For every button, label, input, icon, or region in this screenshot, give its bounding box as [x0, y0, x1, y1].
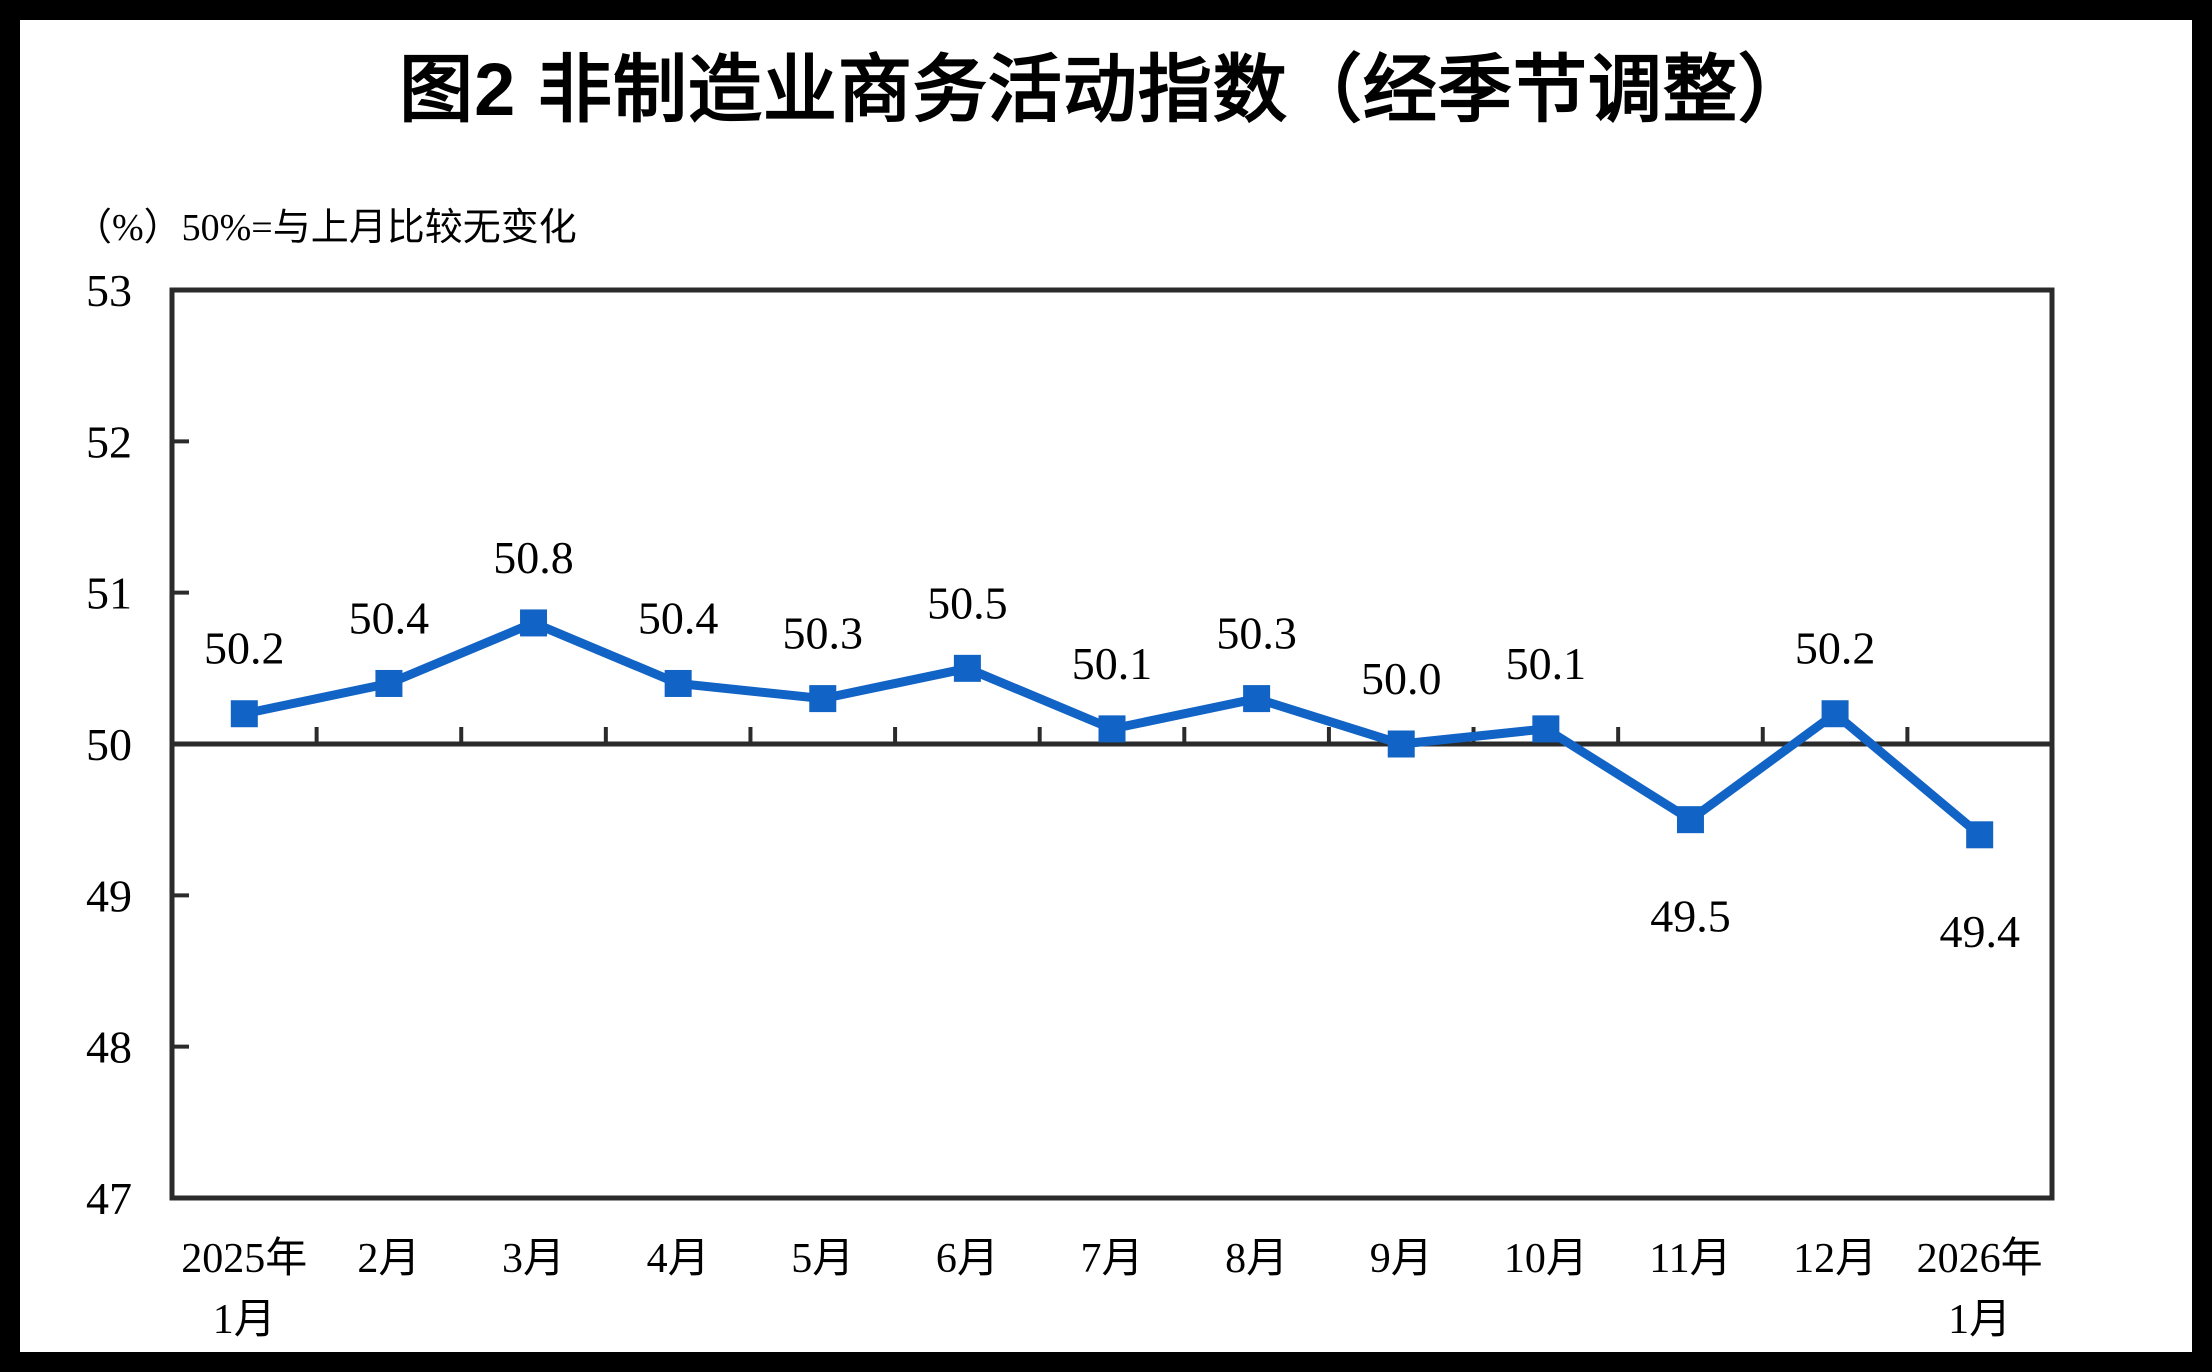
- data-point-label: 50.4: [638, 592, 719, 643]
- data-point-marker: [1387, 730, 1415, 758]
- baseline-axis: [172, 727, 2052, 747]
- data-point-label: 50.0: [1361, 653, 1442, 704]
- y-axis-label: 48: [86, 1022, 132, 1073]
- data-point-marker: [1098, 715, 1126, 743]
- y-axis: 53 52 51 50 49 48 47: [86, 265, 189, 1224]
- y-axis-label: 51: [86, 568, 132, 619]
- series-points: 50.2 50.4 50.8 50.4 50.3 50.5 50.1 50.3 50.0 50.1…: [204, 532, 2020, 957]
- y-axis-label: 53: [86, 265, 132, 316]
- x-axis: 2025年 1月 2月 3月 4月 5月 6月 7月 8月 9月 10月 11月 12月 2026年 1月: [181, 1235, 2042, 1343]
- x-axis-label: 2025年: [181, 1235, 307, 1282]
- data-point-label: 50.1: [1506, 638, 1587, 689]
- x-axis-label: 8月: [1225, 1236, 1288, 1282]
- data-point-marker: [1821, 700, 1849, 728]
- data-point-marker: [1676, 806, 1704, 834]
- data-point-marker: [1243, 685, 1271, 713]
- data-point-label: 50.3: [783, 608, 864, 659]
- x-axis-label: 11月: [1649, 1236, 1731, 1282]
- x-axis-label: 7月: [1080, 1236, 1143, 1282]
- data-point-marker: [953, 654, 981, 682]
- x-axis-label: 1月: [1948, 1297, 2011, 1343]
- y-axis-label: 49: [86, 870, 132, 921]
- x-axis-label: 5月: [791, 1236, 854, 1282]
- data-point-label: 50.3: [1216, 608, 1297, 659]
- x-axis-label: 1月: [213, 1297, 276, 1343]
- data-point-label: 50.4: [349, 592, 430, 643]
- x-axis-label: 2月: [357, 1236, 420, 1282]
- data-point-marker: [1532, 715, 1560, 743]
- x-axis-label: 4月: [647, 1236, 710, 1282]
- chart-title: 图2 非制造业商务活动指数（经季节调整）: [399, 48, 1813, 131]
- x-axis-label: 10月: [1504, 1236, 1588, 1282]
- data-point-label: 50.5: [927, 577, 1008, 628]
- data-point-label: 50.2: [1795, 623, 1876, 674]
- data-point-label: 50.8: [493, 532, 574, 583]
- data-point-marker: [230, 700, 258, 728]
- data-point-marker: [809, 685, 837, 713]
- data-point-label: 50.2: [204, 623, 285, 674]
- y-axis-label: 50: [86, 719, 132, 770]
- x-axis-label: 12月: [1793, 1236, 1877, 1282]
- axis-unit-note: （%）50%=与上月比较无变化: [74, 207, 577, 249]
- data-point-marker: [1966, 821, 1994, 849]
- data-point-label: 49.4: [1939, 906, 2020, 957]
- x-axis-label: 6月: [936, 1236, 999, 1282]
- y-axis-label: 52: [86, 416, 132, 467]
- data-point-marker: [664, 669, 692, 697]
- x-axis-label: 9月: [1370, 1236, 1433, 1282]
- data-point-marker: [520, 609, 548, 637]
- data-point-marker: [375, 669, 403, 697]
- data-point-label: 49.5: [1650, 891, 1731, 942]
- y-axis-label: 47: [86, 1173, 132, 1224]
- data-point-label: 50.1: [1072, 638, 1153, 689]
- x-axis-label: 2026年: [1917, 1235, 2043, 1282]
- x-axis-label: 3月: [502, 1236, 565, 1282]
